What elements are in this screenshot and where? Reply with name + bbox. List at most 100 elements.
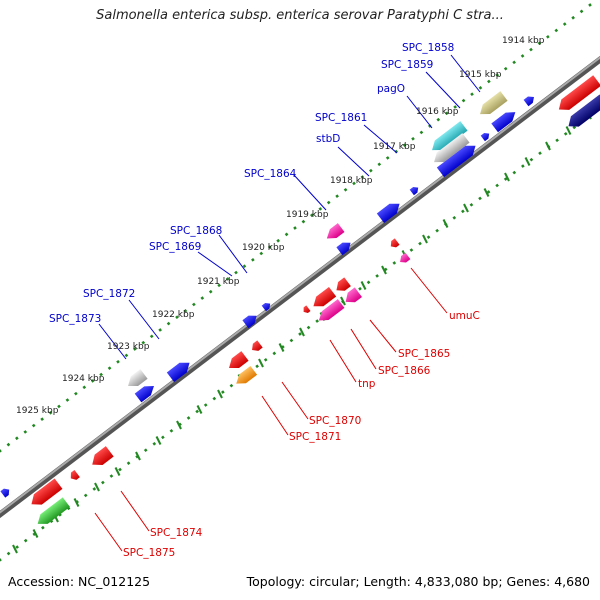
leader-line: [293, 174, 327, 211]
major-tick: [12, 544, 18, 554]
inner-tick-dot: [392, 261, 397, 265]
outer-tick-dot: [588, 3, 592, 7]
gene-label-spc1870[interactable]: SPC_1870: [309, 415, 361, 427]
gene-label-spc1859[interactable]: SPC_1859: [381, 59, 433, 71]
gene-label-spc1875[interactable]: SPC_1875: [123, 547, 175, 559]
accession-text: Accession: NC_012125: [8, 574, 151, 589]
genome-backbone-highlight: [0, 56, 600, 514]
inner-tick-dot: [375, 274, 379, 278]
inner-tick-dot: [0, 558, 2, 562]
outer-tick-dot: [520, 54, 525, 58]
outer-tick-dot: [293, 226, 297, 230]
gene-label-spc1871[interactable]: SPC_1871: [289, 431, 341, 443]
outer-tick-dot: [276, 238, 280, 243]
outer-tick-dot: [495, 73, 500, 77]
outer-tick-dot: [99, 372, 103, 377]
gene-feature-magenta: [318, 299, 345, 321]
outer-tick-dot: [65, 398, 70, 402]
outer-tick-dot: [478, 86, 483, 90]
kbp-label: 1925 kbp: [16, 406, 59, 416]
outer-tick-dot: [326, 200, 331, 205]
major-tick: [545, 141, 551, 151]
gene-label-stbd[interactable]: stbD: [316, 133, 340, 145]
major-tick: [114, 467, 121, 476]
gene-feature-magenta: [326, 223, 345, 239]
inner-tick-dot: [418, 241, 422, 246]
outer-tick-dot: [251, 258, 255, 262]
gene-feature-gray: [128, 369, 148, 387]
leader-line: [425, 71, 461, 109]
major-tick: [73, 498, 80, 507]
outer-tick-dot: [31, 423, 36, 428]
major-tick: [32, 529, 39, 538]
inner-tick-dot: [126, 461, 131, 465]
gene-label-spc1861[interactable]: SPC_1861: [315, 112, 367, 124]
outer-tick-dot: [107, 366, 112, 370]
gene-label-spc1868[interactable]: SPC_1868: [170, 225, 222, 237]
outer-tick-dot: [487, 79, 491, 84]
inner-tick-dot: [452, 215, 457, 220]
major-tick: [463, 203, 469, 213]
kbp-label: 1920 kbp: [242, 243, 285, 253]
gene-feature-orange: [236, 365, 258, 384]
gene-feature-blue: [480, 132, 490, 142]
gene-label-spc1866[interactable]: SPC_1866: [378, 365, 431, 377]
outer-tick-dot: [259, 251, 264, 256]
kbp-label: 1922 kbp: [152, 310, 195, 320]
outer-tick-dot: [175, 315, 179, 320]
gene-feature-red: [558, 75, 600, 110]
gene-label-spc1873[interactable]: SPC_1873: [49, 313, 101, 325]
inner-tick-dot: [229, 383, 234, 388]
inner-tick-dot: [315, 319, 319, 323]
major-tick: [155, 436, 162, 445]
gene-label-tnp[interactable]: tnp: [358, 378, 376, 390]
gene-feature-green: [37, 497, 70, 524]
inner-tick-dot: [212, 396, 217, 401]
gene-feature-red: [336, 277, 351, 291]
inner-tick-dot: [289, 338, 294, 343]
gene-feature-blue: [242, 315, 257, 329]
gene-feature-red: [31, 478, 63, 505]
major-tick: [340, 296, 346, 306]
outer-tick-dot: [537, 41, 542, 46]
leader-line: [350, 328, 377, 370]
gene-label-umuc[interactable]: umuC: [449, 310, 480, 322]
reverse-gene-labels: umuC SPC_1865 SPC_1866 tnp SPC_1870 SPC_…: [123, 310, 480, 559]
outer-tick-dot: [149, 334, 154, 339]
outer-tick-dot: [124, 353, 129, 358]
gene-feature-magenta: [345, 287, 362, 303]
gene-label-spc1858[interactable]: SPC_1858: [402, 42, 454, 54]
outer-tick-dot: [90, 379, 95, 383]
gene-label-spc1865[interactable]: SPC_1865: [398, 348, 450, 360]
inner-tick-dot: [272, 351, 277, 356]
gene-feature-red: [92, 446, 114, 465]
gene-feature-red: [70, 469, 80, 480]
gene-label-spc1869[interactable]: SPC_1869: [149, 241, 201, 253]
kbp-label: 1915 kbp: [459, 70, 502, 80]
major-tick: [504, 172, 510, 182]
kbp-label: 1917 kbp: [373, 142, 416, 152]
genome-summary-text: Topology: circular; Length: 4,833,080 bp…: [246, 574, 590, 589]
gene-label-spc1864[interactable]: SPC_1864: [244, 168, 297, 180]
gene-feature-cyan: [432, 121, 468, 151]
major-tick: [565, 126, 572, 135]
inner-tick-dot: [409, 248, 414, 252]
inner-tick-dot: [143, 448, 148, 453]
inner-tick-dot: [538, 151, 542, 156]
gene-label-pago[interactable]: pagO: [377, 83, 405, 95]
inner-tick-dot: [83, 493, 88, 498]
outer-tick-dot: [343, 187, 348, 192]
gene-feature-blue: [166, 362, 190, 383]
gene-label-spc1874[interactable]: SPC_1874: [150, 527, 203, 539]
major-tick: [135, 451, 141, 461]
leader-line: [218, 234, 248, 274]
tick-tracks: [0, 3, 600, 562]
outer-tick-dot: [183, 309, 188, 313]
outer-tick-dot: [529, 47, 533, 52]
leader-line: [98, 323, 127, 360]
outer-tick-dot: [200, 296, 205, 300]
outer-tick-dot: [82, 385, 87, 390]
gene-feature-blue: [261, 302, 271, 312]
gene-label-spc1872[interactable]: SPC_1872: [83, 288, 135, 300]
